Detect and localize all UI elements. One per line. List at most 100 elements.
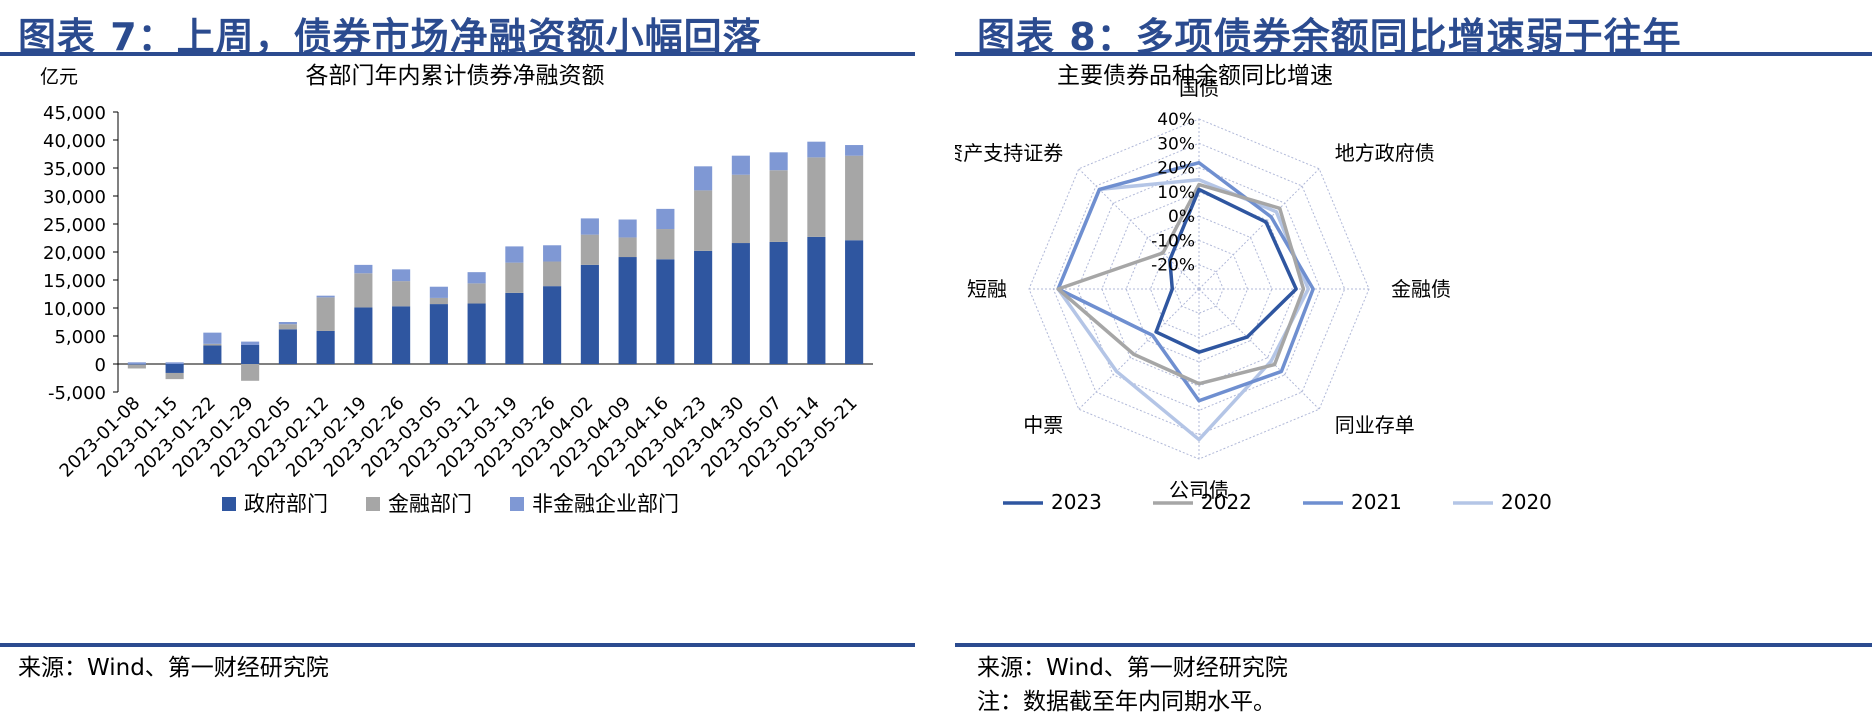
bar-segment — [316, 297, 335, 331]
legend-label: 非金融企业部门 — [532, 492, 679, 516]
bar-segment — [580, 218, 599, 235]
y-tick-label: 20,000 — [43, 243, 106, 264]
chart-title: 各部门年内累计债券净融资额 — [306, 63, 605, 89]
bar-segment — [241, 364, 260, 381]
r-tick-label: -20% — [1151, 256, 1195, 276]
radar-spoke — [1198, 168, 1320, 290]
legend-label: 金融部门 — [388, 492, 472, 516]
bar-segment — [769, 170, 788, 242]
y-tick-label: 30,000 — [43, 187, 106, 208]
bar-segment — [543, 286, 562, 364]
y-tick-label: 45,000 — [43, 103, 106, 124]
bar-segment — [241, 341, 260, 345]
bar-segment — [656, 259, 675, 364]
left-panel: 图表 7：上周，债券市场净融资额小幅回落 各部门年内累计债券净融资额 亿元 -5,0… — [0, 0, 915, 720]
bar-segment — [731, 243, 750, 364]
bar-segment — [354, 307, 373, 364]
y-tick-label: 25,000 — [43, 215, 106, 236]
source-rule — [955, 643, 1872, 647]
bar-segment — [127, 364, 146, 365]
bar-segment — [278, 329, 297, 364]
radar-axis-label: 国债 — [1179, 76, 1219, 100]
bar-segment — [694, 166, 713, 191]
bar-segment — [656, 229, 675, 260]
series-line-2023 — [1154, 187, 1298, 354]
bar-segment — [278, 324, 297, 330]
bar-segment — [165, 364, 184, 373]
bar-segment — [807, 141, 826, 158]
bar-segment — [467, 283, 486, 304]
radar-axis-label: 公司债 — [1169, 478, 1229, 502]
bar-segment — [505, 262, 524, 293]
bar-segment — [731, 155, 750, 175]
radar-axis-label: 中票 — [1023, 413, 1063, 437]
bar-segment — [618, 219, 637, 238]
bar-segment — [127, 362, 146, 364]
bar-segment — [845, 155, 864, 241]
radar-axis-label: 资产支持证券 — [955, 141, 1063, 165]
radar-axis-label: 地方政府债 — [1335, 141, 1435, 165]
title-rule — [955, 52, 1872, 56]
bar-segment — [656, 208, 675, 230]
bar-segment — [769, 152, 788, 171]
bar-segment — [694, 250, 713, 364]
source-note: 来源：Wind、第一财经研究院 — [977, 655, 1288, 681]
radar-grid-ring — [1052, 142, 1346, 436]
bar-segment — [429, 297, 448, 305]
r-tick-label: 20% — [1157, 159, 1195, 179]
r-tick-label: -10% — [1151, 231, 1195, 251]
bar-segment — [505, 246, 524, 263]
bar-segment — [429, 304, 448, 364]
bar-segment — [354, 264, 373, 274]
legend-swatch — [366, 497, 380, 511]
bar-segment — [769, 241, 788, 364]
bar-segment — [543, 261, 562, 287]
source-note: 来源：Wind、第一财经研究院 — [18, 655, 329, 681]
bar-segment — [429, 286, 448, 298]
bar-segment — [316, 330, 335, 364]
title-rule — [0, 52, 915, 56]
right-panel: 图表 8：多项债券余额同比增速弱于往年 主要债券品种余额同比增速 40% 30% 20… — [955, 0, 1872, 720]
bar-segment — [392, 306, 411, 364]
legend-label: 2023 — [1051, 490, 1102, 514]
y-tick-label: 0 — [95, 355, 106, 376]
radar-chart: 主要债券品种余额同比增速 40% 30% 20% 10% 0% -10% -20% 国债地方政府… — [955, 63, 1552, 514]
r-tick-label: 0% — [1168, 207, 1195, 227]
figure-8-title: 图表 8：多项债券余额同比增速弱于往年 — [977, 15, 1682, 59]
bar-segment — [165, 362, 184, 364]
radar-axis-label: 同业存单 — [1335, 413, 1415, 437]
radar-axis-label: 短融 — [967, 277, 1007, 301]
radar-spoke — [1078, 288, 1200, 410]
bar-segment — [807, 236, 826, 364]
bar-segment — [505, 292, 524, 364]
legend-label: 2020 — [1501, 490, 1552, 514]
bar-segment — [278, 322, 297, 325]
r-tick-label: 10% — [1157, 183, 1195, 203]
chart-title: 主要债券品种余额同比增速 — [1057, 63, 1333, 89]
bar-segment — [694, 190, 713, 251]
y-tick-label: 5,000 — [54, 327, 106, 348]
bar-segment — [203, 332, 222, 344]
radar-axis-label: 金融债 — [1391, 277, 1451, 301]
bar-segment — [392, 281, 411, 307]
y-tick-label: 35,000 — [43, 159, 106, 180]
stacked-bar-chart: 各部门年内累计债券净融资额 亿元 -5,000 0 5,000 10,000 15,000 2… — [40, 63, 873, 516]
bar-segment — [543, 245, 562, 262]
source-rule — [0, 643, 915, 647]
y-tick-label: 10,000 — [43, 299, 106, 320]
series-line-2021 — [1056, 160, 1315, 403]
legend-swatch — [510, 497, 524, 511]
legend-label: 2022 — [1201, 490, 1252, 514]
bar-segment — [580, 264, 599, 364]
y-tick-label: 40,000 — [43, 131, 106, 152]
bar-segment — [165, 372, 184, 380]
series-line-2022 — [1056, 182, 1306, 386]
bar-segment — [241, 344, 260, 364]
bar-segment — [467, 272, 486, 284]
bar-segment — [203, 345, 222, 364]
bar-segment — [580, 234, 599, 265]
bar-segment — [618, 237, 637, 258]
bar-segment — [467, 303, 486, 364]
bar-segment — [845, 240, 864, 364]
footnote: 注：数据截至年内同期水平。 — [977, 689, 1276, 715]
